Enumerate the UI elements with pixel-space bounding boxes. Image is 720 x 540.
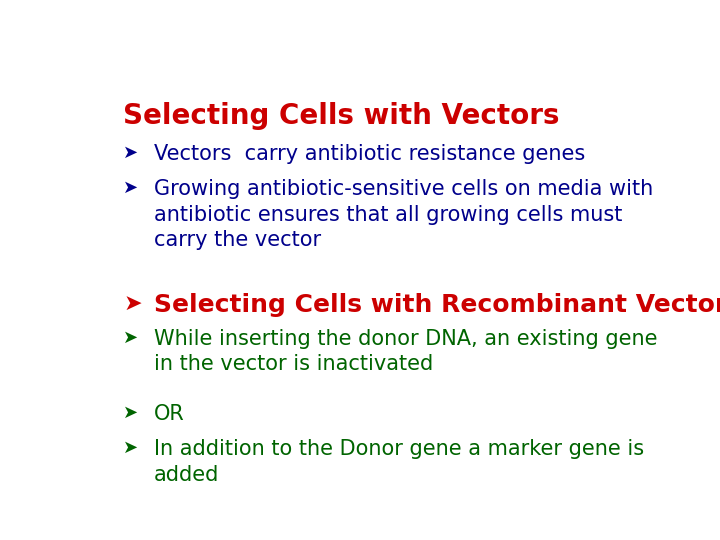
Text: ➤: ➤ bbox=[124, 179, 139, 197]
Text: ➤: ➤ bbox=[124, 404, 139, 422]
Text: ➤: ➤ bbox=[124, 439, 139, 457]
Text: Growing antibiotic-sensitive cells on media with
antibiotic ensures that all gro: Growing antibiotic-sensitive cells on me… bbox=[154, 179, 654, 251]
Text: In addition to the Donor gene a marker gene is
added: In addition to the Donor gene a marker g… bbox=[154, 439, 644, 484]
Text: ➤: ➤ bbox=[124, 329, 139, 347]
Text: Selecting Cells with Vectors: Selecting Cells with Vectors bbox=[124, 102, 560, 130]
Text: Selecting Cells with Recombinant Vectors: Selecting Cells with Recombinant Vectors bbox=[154, 293, 720, 318]
Text: While inserting the donor DNA, an existing gene
in the vector is inactivated: While inserting the donor DNA, an existi… bbox=[154, 329, 657, 374]
Text: Vectors  carry antibiotic resistance genes: Vectors carry antibiotic resistance gene… bbox=[154, 144, 585, 164]
Text: OR: OR bbox=[154, 404, 185, 424]
Text: ➤: ➤ bbox=[124, 293, 142, 314]
Text: ➤: ➤ bbox=[124, 144, 139, 162]
